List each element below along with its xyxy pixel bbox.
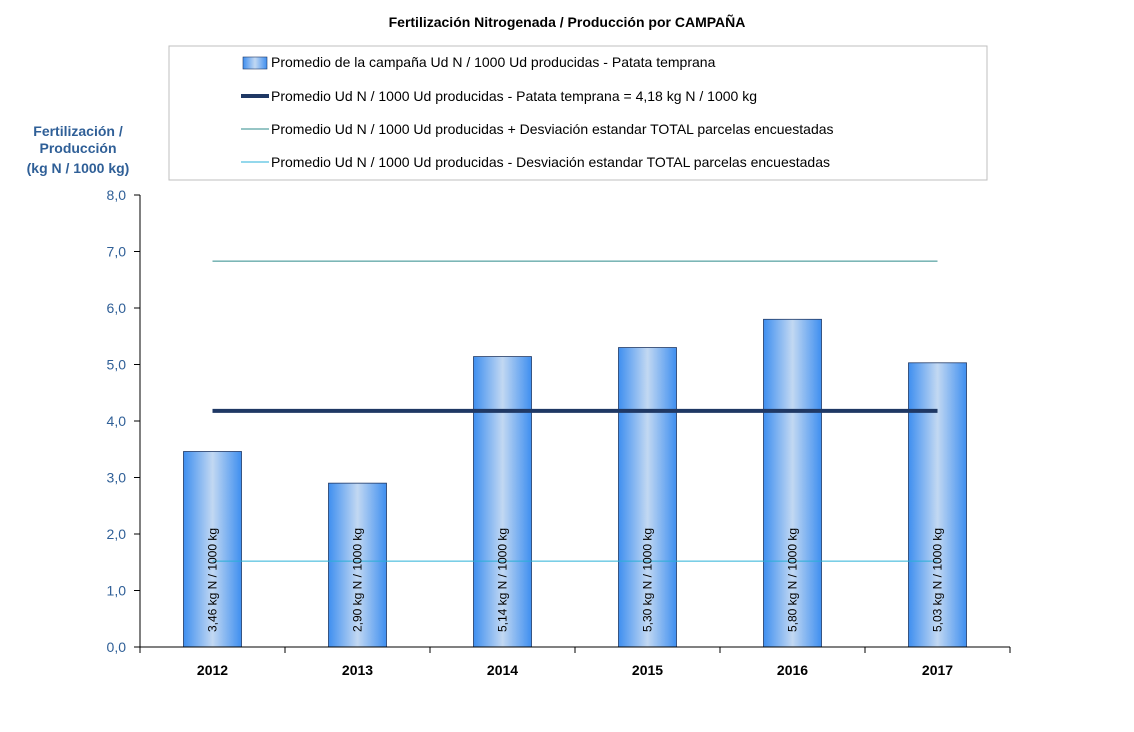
y-axis-label-line-3: (kg N / 1000 kg)	[27, 160, 130, 176]
chart-title: Fertilización Nitrogenada / Producción p…	[389, 13, 746, 30]
x-tick-label: 2016	[777, 662, 808, 678]
data-label-2014: 5,14 kg N / 1000 kg	[496, 528, 510, 632]
data-label-2013: 2,90 kg N / 1000 kg	[351, 528, 365, 632]
data-label-2015: 5,30 kg N / 1000 kg	[641, 528, 655, 632]
bars	[183, 318, 967, 648]
x-tick-label: 2014	[487, 662, 518, 678]
bar-2012	[183, 451, 242, 648]
legend-bar-swatch	[242, 56, 268, 70]
y-axis-ticks: 0,0 1,0 2,0 3,0 4,0 5,0 6,0 7,0 8,0	[107, 187, 140, 655]
data-label-2017: 5,03 kg N / 1000 kg	[931, 528, 945, 632]
data-label-2016: 5,80 kg N / 1000 kg	[786, 528, 800, 632]
bar-2013	[328, 482, 387, 648]
y-tick-label: 6,0	[107, 300, 127, 316]
x-tick-label: 2012	[197, 662, 228, 678]
x-axis-ticks: 2012 2013 2014 2015 2016 2017	[139, 647, 1011, 678]
y-tick-label: 5,0	[107, 357, 127, 373]
reference-lines	[212, 260, 938, 562]
y-axis-label-line-2: Producción	[39, 140, 116, 156]
legend-plus-sd-label: Promedio Ud N / 1000 Ud producidas + Des…	[271, 121, 834, 137]
legend-bar-label: Promedio de la campaña Ud N / 1000 Ud pr…	[271, 54, 716, 70]
y-tick-label: 2,0	[107, 526, 127, 542]
y-tick-label: 1,0	[107, 583, 127, 599]
bar-2014	[473, 356, 532, 648]
bar-2015	[618, 347, 677, 648]
y-tick-label: 3,0	[107, 470, 127, 486]
legend-minus-sd-label: Promedio Ud N / 1000 Ud producidas - Des…	[271, 154, 830, 170]
x-tick-label: 2017	[922, 662, 953, 678]
legend-box	[168, 45, 988, 181]
data-label-2012: 3,46 kg N / 1000 kg	[206, 528, 220, 632]
x-tick-label: 2013	[342, 662, 373, 678]
legend: Promedio de la campaña Ud N / 1000 Ud pr…	[168, 45, 988, 181]
y-tick-label: 7,0	[107, 244, 127, 260]
x-tick-label: 2015	[632, 662, 663, 678]
y-tick-label: 4,0	[107, 413, 127, 429]
legend-mean-label: Promedio Ud N / 1000 Ud producidas - Pat…	[271, 88, 757, 104]
y-tick-label: 8,0	[107, 187, 127, 203]
y-axis-label-line-1: Fertilización /	[33, 123, 123, 139]
axes	[139, 195, 1010, 648]
y-tick-label: 0,0	[107, 639, 127, 655]
data-labels: 3,46 kg N / 1000 kg 2,90 kg N / 1000 kg 5,…	[206, 528, 945, 632]
